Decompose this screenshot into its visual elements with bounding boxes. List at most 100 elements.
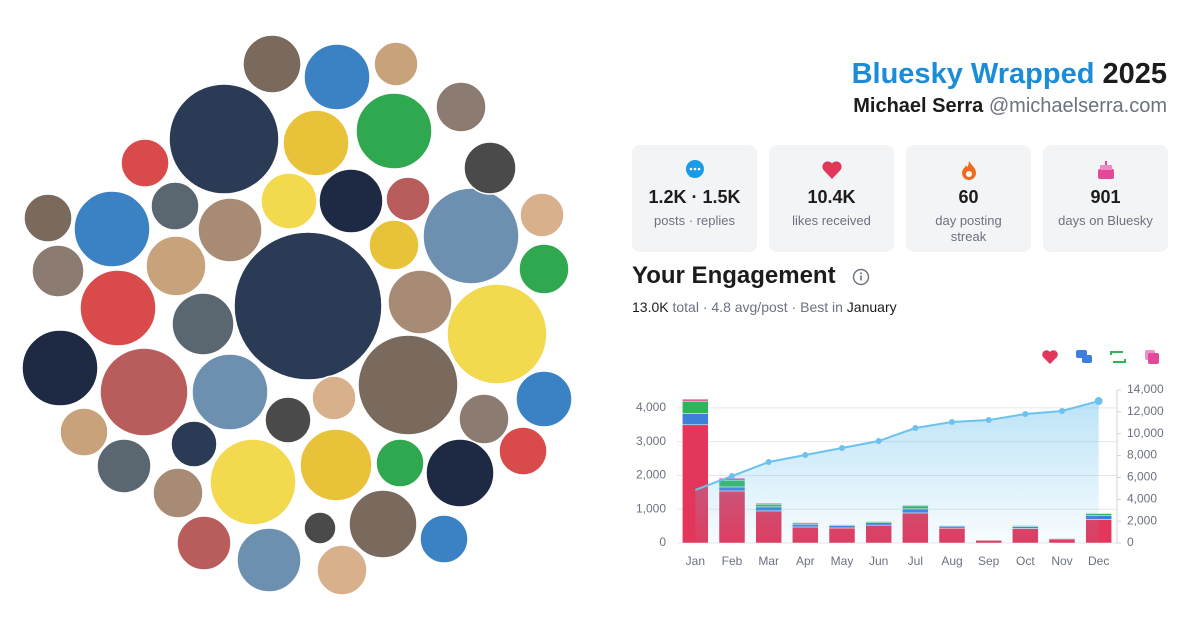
- avatar[interactable]: [303, 511, 337, 545]
- x-tick-label: Apr: [796, 554, 815, 568]
- avatar[interactable]: [498, 426, 548, 476]
- avatar[interactable]: [303, 43, 371, 111]
- line-area: [695, 401, 1099, 543]
- line-point: [1094, 397, 1103, 406]
- bar-segment: [1012, 528, 1039, 544]
- avatar[interactable]: [96, 438, 152, 494]
- bar-segment: [682, 398, 709, 402]
- avatar[interactable]: [458, 393, 510, 445]
- avatar[interactable]: [73, 190, 151, 268]
- avatar[interactable]: [31, 244, 85, 298]
- avatar[interactable]: [435, 81, 487, 133]
- avatar[interactable]: [348, 489, 418, 559]
- x-tick-label: Sep: [978, 554, 1000, 568]
- best-month: January: [846, 299, 897, 315]
- avatar[interactable]: [242, 34, 302, 94]
- avatar[interactable]: [79, 269, 157, 347]
- x-tick-label: Mar: [758, 554, 779, 568]
- bar-segment: [682, 413, 709, 426]
- avatar[interactable]: [152, 467, 204, 519]
- avatar[interactable]: [425, 438, 495, 508]
- line-point: [765, 459, 772, 466]
- avatar[interactable]: [209, 438, 297, 526]
- bar-segment: [755, 502, 782, 505]
- bar-segment: [1048, 538, 1076, 540]
- line-point: [802, 452, 809, 459]
- legend-icon: [1076, 350, 1087, 358]
- bar-segment: [1012, 526, 1039, 529]
- avatar[interactable]: [385, 176, 431, 222]
- avatar[interactable]: [368, 219, 420, 271]
- avatar[interactable]: [446, 283, 548, 385]
- bar-segment: [1085, 512, 1112, 514]
- bar-segment: [865, 522, 892, 526]
- stat-card: 1.2K · 1.5K posts · replies: [632, 145, 757, 252]
- y2-tick-label: 12,000: [1127, 404, 1164, 418]
- avatar[interactable]: [168, 83, 280, 195]
- avatar[interactable]: [282, 109, 350, 177]
- summary: 13.0K total · 4.8 avg/post · Best in Jan…: [632, 299, 897, 315]
- line-point: [839, 445, 845, 452]
- bar-segment: [682, 424, 709, 544]
- user-handle[interactable]: @michaelserra.com: [988, 95, 1167, 117]
- avatar[interactable]: [518, 243, 570, 295]
- stat-card: 10.4K likes received: [769, 145, 894, 252]
- avatar[interactable]: [422, 187, 520, 285]
- line-point: [949, 419, 955, 426]
- avatar[interactable]: [515, 370, 573, 428]
- year: 2025: [1102, 58, 1167, 90]
- stat-label: posts · replies: [654, 213, 735, 228]
- avatar[interactable]: [145, 235, 207, 297]
- avatar[interactable]: [260, 172, 318, 230]
- avatar[interactable]: [311, 375, 357, 421]
- stat-icon: [1097, 161, 1114, 179]
- stat-value: 60: [958, 187, 979, 207]
- avatar[interactable]: [355, 92, 433, 170]
- avatar[interactable]: [170, 420, 218, 468]
- avatar[interactable]: [233, 231, 383, 381]
- bar-segment: [828, 524, 856, 526]
- bar-segment: [718, 477, 746, 481]
- avatar[interactable]: [373, 41, 419, 87]
- stat-label: day posting streak: [935, 213, 1002, 244]
- avatar[interactable]: [299, 428, 373, 502]
- total: 13.0K: [632, 299, 669, 315]
- stat-card: 901 days on Bluesky: [1043, 145, 1168, 252]
- x-tick-label: Jan: [686, 554, 705, 568]
- avatar[interactable]: [463, 141, 517, 195]
- avatar[interactable]: [375, 438, 425, 488]
- avatar[interactable]: [519, 192, 565, 238]
- line-point: [1022, 411, 1029, 418]
- avatar[interactable]: [21, 329, 99, 407]
- avatar[interactable]: [23, 193, 73, 243]
- brand: Bluesky Wrapped: [851, 58, 1095, 90]
- bar-segment: [718, 490, 746, 544]
- avatar[interactable]: [150, 181, 200, 231]
- avatar[interactable]: [419, 514, 469, 564]
- avatar[interactable]: [264, 396, 312, 444]
- bar-segment: [755, 503, 782, 508]
- avatar[interactable]: [99, 347, 189, 437]
- avatar[interactable]: [357, 334, 459, 436]
- bar-segment: [902, 512, 929, 544]
- avatar[interactable]: [197, 197, 263, 263]
- section-title: Your Engagement: [632, 262, 836, 290]
- line-point: [912, 425, 919, 432]
- avatar[interactable]: [318, 168, 384, 234]
- y-tick-label: 0: [659, 535, 666, 549]
- info-icon[interactable]: [852, 268, 870, 286]
- avatar[interactable]: [171, 292, 235, 356]
- avatar[interactable]: [120, 138, 170, 188]
- avatar[interactable]: [59, 407, 109, 457]
- avatar[interactable]: [387, 269, 453, 335]
- user-name: Michael Serra: [853, 95, 984, 117]
- bar-segment: [828, 523, 856, 525]
- avatar[interactable]: [191, 353, 269, 431]
- avatar[interactable]: [316, 544, 368, 596]
- bar-segment: [1085, 519, 1112, 544]
- bar-segment: [828, 525, 856, 529]
- avatar[interactable]: [176, 515, 232, 571]
- avatar[interactable]: [236, 527, 302, 593]
- bar-segment: [718, 486, 746, 492]
